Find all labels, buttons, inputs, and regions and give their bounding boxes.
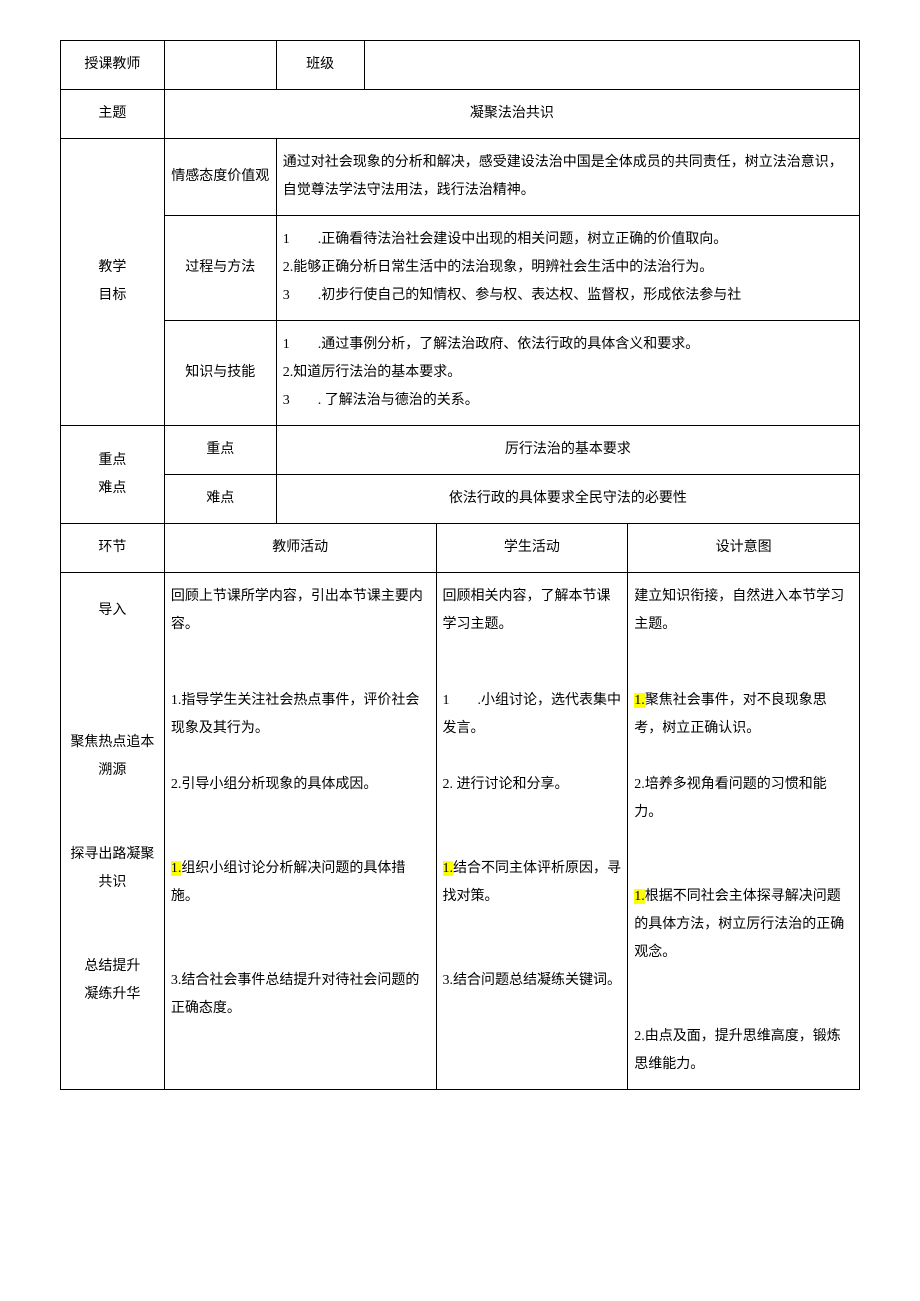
objective-content-2: 1 .正确看待法治社会建设中出现的相关问题，树立正确的价值取向。 2.能够正确分… — [276, 216, 859, 321]
objective-row-1: 教学 目标 情感态度价值观 通过对社会现象的分析和解决，感受建设法治中国是全体成… — [61, 139, 860, 216]
student-b2: 2. 进行讨论和分享。 — [443, 771, 622, 799]
objective-aspect-2: 过程与方法 — [164, 216, 276, 321]
obj3-item1: 1 .通过事例分析，了解法治政府、依法行政的具体含义和要求。 — [283, 331, 853, 359]
teacher-value — [164, 41, 276, 90]
activity-row-main: 聚焦热点追本 溯源 探寻出路凝聚 共识 总结提升 凝练升华 1.指导学生关注社会… — [61, 649, 860, 1090]
obj3-item2: 2.知道厉行法治的基本要求。 — [283, 359, 853, 387]
intent-b3: 1.根据不同社会主体探寻解决问题的具体方法，树立厉行法治的正确观念。 — [634, 883, 853, 967]
teacher-b2: 2.引导小组分析现象的具体成因。 — [171, 771, 430, 799]
keypoint-aspect-1: 重点 — [164, 426, 276, 475]
stage-line-9: 凝练升华 — [67, 981, 158, 1009]
keypoint-row-1: 重点 难点 重点 厉行法治的基本要求 — [61, 426, 860, 475]
teacher-b3: 1.组织小组讨论分析解决问题的具体措施。 — [171, 855, 430, 911]
lesson-plan-table: 授课教师 班级 主题 凝聚法治共识 教学 目标 情感态度价值观 通过对社会现象的… — [60, 40, 860, 524]
activity-row-intro: 导入 回顾上节课所学内容，引出本节课主要内容。 回顾相关内容，了解本节课学习主题… — [61, 573, 860, 650]
act-stage-main: 聚焦热点追本 溯源 探寻出路凝聚 共识 总结提升 凝练升华 — [61, 649, 165, 1090]
obj2-item2: 2.能够正确分析日常生活中的法治现象，明辨社会生活中的法治行为。 — [283, 254, 853, 282]
intent-b4: 2.由点及面，提升思维高度，锻炼思维能力。 — [634, 1023, 853, 1079]
highlight-mark: 1. — [171, 861, 182, 876]
student-b1: 1 .小组讨论，选代表集中发言。 — [443, 687, 622, 743]
stage-line-8: 总结提升 — [67, 953, 158, 981]
teacher-label: 授课教师 — [61, 41, 165, 90]
theme-row: 主题 凝聚法治共识 — [61, 90, 860, 139]
class-label: 班级 — [276, 41, 364, 90]
theme-value: 凝聚法治共识 — [164, 90, 859, 139]
act-student-main: 1 .小组讨论，选代表集中发言。 2. 进行讨论和分享。 1.结合不同主体评析原… — [436, 649, 628, 1090]
act-teacher-intro: 回顾上节课所学内容，引出本节课主要内容。 — [164, 573, 436, 650]
act-h-student: 学生活动 — [436, 524, 628, 573]
intent-b1: 1.聚焦社会事件，对不良现象思考，树立正确认识。 — [634, 687, 853, 743]
stage-line-0: 聚焦热点追本 — [67, 729, 158, 757]
teacher-b4: 3.结合社会事件总结提升对待社会问题的正确态度。 — [171, 967, 430, 1023]
act-teacher-main: 1.指导学生关注社会热点事件，评价社会现象及其行为。 2.引导小组分析现象的具体… — [164, 649, 436, 1090]
keypoint-content-1: 厉行法治的基本要求 — [276, 426, 859, 475]
act-h-intent: 设计意图 — [628, 524, 860, 573]
keypoint-aspect-2: 难点 — [164, 475, 276, 524]
student-b4: 3.结合问题总结凝练关键词。 — [443, 967, 622, 995]
objectives-label: 教学 目标 — [61, 139, 165, 426]
stage-line-1: 溯源 — [67, 757, 158, 785]
stage-line-4: 探寻出路凝聚 — [67, 841, 158, 869]
intent-b2: 2.培养多视角看问题的习惯和能力。 — [634, 771, 853, 827]
keypoint-row-2: 难点 依法行政的具体要求全民守法的必要性 — [61, 475, 860, 524]
act-intent-main: 1.聚焦社会事件，对不良现象思考，树立正确认识。 2.培养多视角看问题的习惯和能… — [628, 649, 860, 1090]
keypoints-label: 重点 难点 — [61, 426, 165, 524]
header-row: 授课教师 班级 — [61, 41, 860, 90]
act-stage-intro: 导入 — [61, 573, 165, 650]
highlight-mark: 1. — [443, 861, 454, 876]
stage-line-5: 共识 — [67, 869, 158, 897]
activities-header-row: 环节 教师活动 学生活动 设计意图 — [61, 524, 860, 573]
teacher-b1: 1.指导学生关注社会热点事件，评价社会现象及其行为。 — [171, 687, 430, 743]
theme-label: 主题 — [61, 90, 165, 139]
objective-content-1: 通过对社会现象的分析和解决，感受建设法治中国是全体成员的共同责任，树立法治意识，… — [276, 139, 859, 216]
act-student-intro: 回顾相关内容，了解本节课学习主题。 — [436, 573, 628, 650]
objective-aspect-1: 情感态度价值观 — [164, 139, 276, 216]
obj2-item1: 1 .正确看待法治社会建设中出现的相关问题，树立正确的价值取向。 — [283, 226, 853, 254]
act-intent-intro: 建立知识衔接，自然进入本节学习主题。 — [628, 573, 860, 650]
obj3-item3: 3 . 了解法治与德治的关系。 — [283, 387, 853, 415]
student-b3: 1.结合不同主体评析原因，寻找对策。 — [443, 855, 622, 911]
activities-table: 环节 教师活动 学生活动 设计意图 导入 回顾上节课所学内容，引出本节课主要内容… — [60, 524, 860, 1090]
highlight-mark: 1. — [634, 693, 645, 708]
objective-row-2: 过程与方法 1 .正确看待法治社会建设中出现的相关问题，树立正确的价值取向。 2… — [61, 216, 860, 321]
class-value — [364, 41, 859, 90]
act-h-teacher: 教师活动 — [164, 524, 436, 573]
objective-content-3: 1 .通过事例分析，了解法治政府、依法行政的具体含义和要求。 2.知道厉行法治的… — [276, 321, 859, 426]
act-h-stage: 环节 — [61, 524, 165, 573]
highlight-mark: 1. — [634, 889, 645, 904]
keypoint-content-2: 依法行政的具体要求全民守法的必要性 — [276, 475, 859, 524]
objective-row-3: 知识与技能 1 .通过事例分析，了解法治政府、依法行政的具体含义和要求。 2.知… — [61, 321, 860, 426]
obj2-item3: 3 .初步行使自己的知情权、参与权、表达权、监督权，形成依法参与社 — [283, 282, 853, 310]
objective-aspect-3: 知识与技能 — [164, 321, 276, 426]
